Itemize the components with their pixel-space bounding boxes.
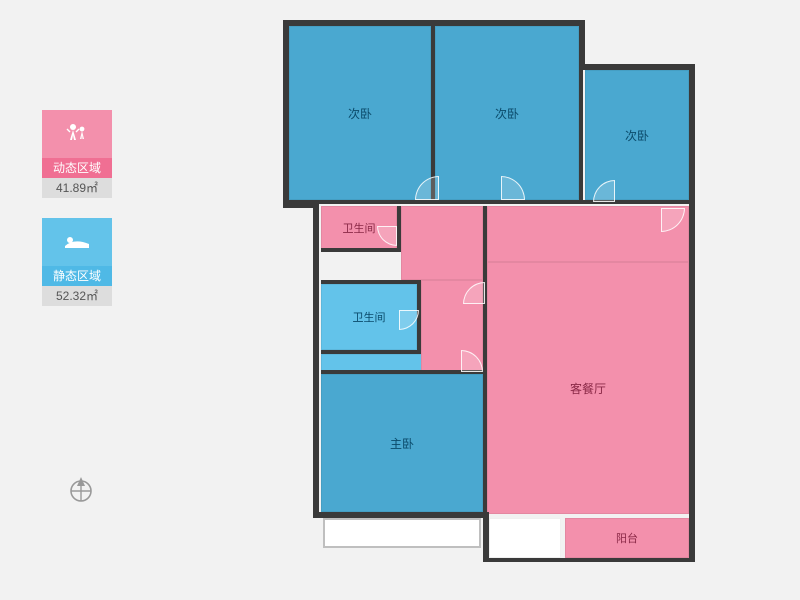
compass-icon [66,474,96,504]
wall-6 [313,202,319,516]
wall-15 [397,206,401,252]
room-label-living: 客餐厅 [570,380,606,397]
room-bedroom2c: 次卧 [585,70,689,200]
room-hall-top [487,206,689,262]
legend-dynamic: 动态区域 41.89㎡ [42,110,112,198]
wall-13 [287,200,693,204]
legend-dynamic-value: 41.89㎡ [42,178,112,198]
wall-7 [313,512,487,518]
wall-11 [431,20,435,200]
wall-16 [321,280,421,284]
room-label-bath2: 卫生间 [353,309,386,325]
people-icon-svg [63,120,91,148]
balcony-rail-0 [323,518,481,548]
sleep-icon-svg [62,230,92,254]
room-label-master: 主卧 [390,435,414,452]
room-bedroom2b: 次卧 [435,26,579,200]
wall-10 [483,558,695,562]
room-label-bedroom2a: 次卧 [348,105,372,122]
sleep-icon [42,218,112,266]
room-label-bedroom2b: 次卧 [495,105,519,122]
legend-static: 静态区域 52.32㎡ [42,218,112,306]
room-corridor1 [401,206,483,280]
people-icon [42,110,112,158]
room-master: 主卧 [321,374,483,512]
wall-1 [283,20,289,206]
room-balcony2 [489,518,561,558]
room-balcony: 阳台 [565,518,689,558]
wall-4 [689,64,695,518]
legend-static-label: 静态区域 [42,266,112,286]
room-label-bedroom2c: 次卧 [625,127,649,144]
room-living: 客餐厅 [487,262,689,514]
wall-14 [321,248,401,252]
wall-3 [579,64,693,70]
wall-8 [483,512,489,562]
floorplan: 次卧次卧次卧卫生间卫生间主卧客餐厅阳台 [265,20,705,580]
wall-12 [579,64,583,204]
wall-18 [321,350,421,354]
room-label-balcony: 阳台 [616,530,638,546]
wall-9 [689,512,695,562]
wall-20 [483,206,487,516]
legend-dynamic-label: 动态区域 [42,158,112,178]
legend-panel: 动态区域 41.89㎡ 静态区域 52.32㎡ [42,110,112,326]
legend-static-value: 52.32㎡ [42,286,112,306]
room-label-bath1: 卫生间 [343,220,376,236]
room-bedroom2a: 次卧 [289,26,431,200]
wall-2 [579,20,585,68]
